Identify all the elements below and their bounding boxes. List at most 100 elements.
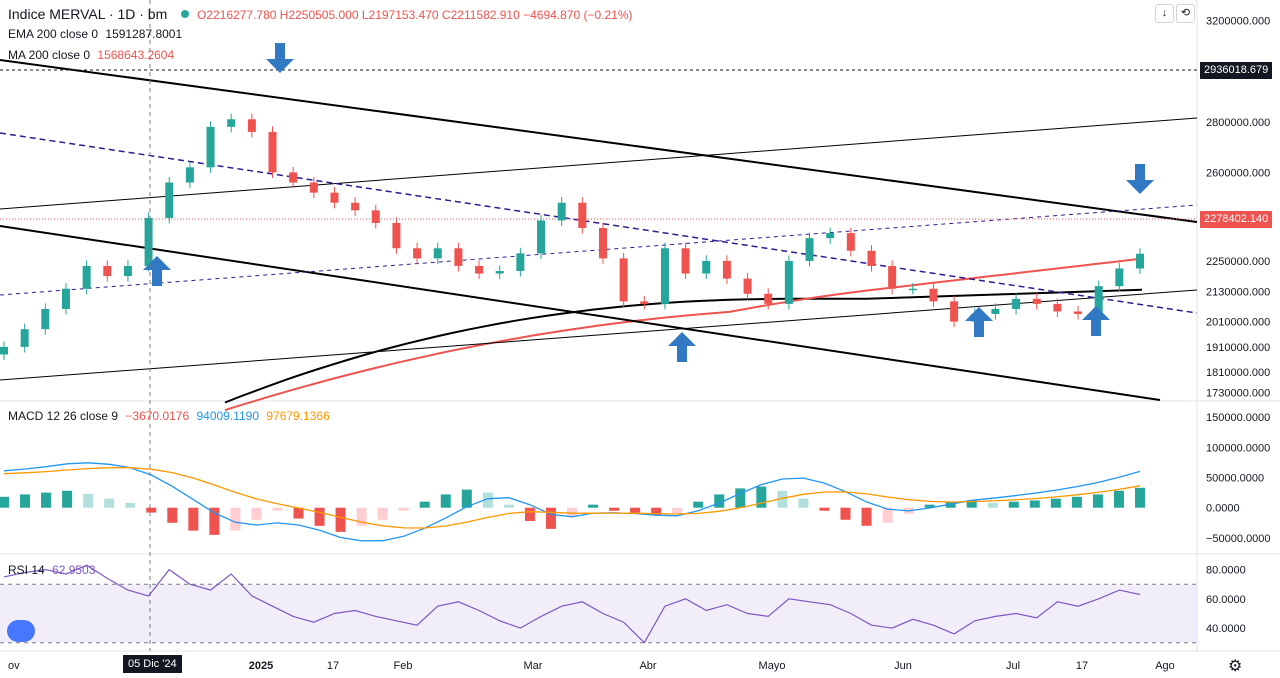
macd-histogram-bar bbox=[545, 507, 556, 529]
candle bbox=[702, 260, 711, 274]
ma-label: MA 200 close 0 bbox=[8, 48, 91, 62]
macd-histogram-bar bbox=[146, 507, 157, 513]
macd-histogram-bar bbox=[125, 502, 136, 508]
candle bbox=[867, 250, 876, 266]
price-tick-label: 2250000.000 bbox=[1206, 256, 1270, 268]
macd-histogram-bar bbox=[756, 486, 767, 508]
macd-histogram-bar bbox=[419, 501, 430, 508]
time-tick-label: Jun bbox=[894, 660, 912, 672]
candle bbox=[598, 228, 607, 259]
arrow-up-icon bbox=[143, 256, 171, 286]
price-tag-horizontal-line: 2936018.679 bbox=[1200, 62, 1273, 79]
crosshair-date-tag: 05 Dic '24 bbox=[123, 655, 182, 673]
candle bbox=[82, 265, 91, 289]
candle bbox=[991, 308, 1000, 315]
candle bbox=[950, 301, 959, 322]
ema-legend[interactable]: EMA 200 close 0 1591287.8001 bbox=[8, 27, 186, 41]
rsi-tick-label: 80.0000 bbox=[1206, 565, 1246, 577]
macd-histogram-bar bbox=[314, 507, 325, 526]
macd-histogram-bar bbox=[1050, 498, 1061, 508]
macd-histogram-bar bbox=[672, 507, 683, 514]
candle bbox=[413, 248, 422, 259]
rsi-line bbox=[3, 564, 1141, 644]
macd-histogram-bar bbox=[209, 507, 220, 535]
candle bbox=[908, 288, 917, 291]
macd-histogram-bar bbox=[461, 489, 472, 508]
rsi-tick-label: 40.0000 bbox=[1206, 623, 1246, 635]
macd-histogram-bar bbox=[356, 507, 367, 526]
time-tick-label: Ago bbox=[1155, 660, 1175, 672]
symbol-title[interactable]: Indice MERVAL · 1D · bm bbox=[8, 6, 168, 22]
time-tick-label: 2025 bbox=[249, 660, 273, 672]
time-tick-label: 17 bbox=[327, 660, 339, 672]
candle bbox=[888, 265, 897, 289]
ema-value: 1591287.8001 bbox=[105, 27, 183, 41]
signal-line bbox=[3, 467, 1141, 529]
candle bbox=[41, 308, 50, 330]
macd-histogram-bar bbox=[777, 490, 788, 508]
candle bbox=[309, 182, 318, 193]
candle bbox=[537, 220, 546, 254]
dashed-channel-upper bbox=[0, 132, 1198, 314]
time-tick-label: Mar bbox=[524, 660, 543, 672]
macd-histogram-bar bbox=[609, 507, 620, 511]
price-tick-label: 2800000.000 bbox=[1206, 117, 1270, 129]
macd-histogram-bar bbox=[230, 507, 241, 531]
candle bbox=[1053, 303, 1062, 312]
gear-icon[interactable]: ⚙ bbox=[1228, 658, 1243, 675]
macd-histogram-bar bbox=[630, 507, 641, 513]
price-tick-label: 1910000.000 bbox=[1206, 342, 1270, 354]
candle bbox=[227, 119, 236, 127]
candle bbox=[1136, 253, 1144, 269]
price-tick-label: 2600000.000 bbox=[1206, 167, 1270, 179]
macd-histogram-bar bbox=[735, 488, 746, 508]
ma-200-line bbox=[224, 257, 1143, 412]
macd-histogram-bar bbox=[0, 496, 9, 508]
candle bbox=[1012, 298, 1021, 309]
tradingview-logo-icon[interactable] bbox=[7, 620, 35, 642]
macd-histogram-bar bbox=[335, 507, 346, 532]
macd-legend[interactable]: MACD 12 26 close 9 −3670.0176 94009.1190… bbox=[8, 409, 334, 423]
candle bbox=[764, 293, 773, 304]
candle bbox=[826, 233, 835, 239]
macd-histogram-bar bbox=[20, 494, 31, 508]
candle bbox=[247, 119, 256, 132]
macd-histogram-bar bbox=[819, 507, 830, 511]
candle bbox=[495, 271, 504, 274]
candle bbox=[681, 248, 690, 274]
macd-histogram-bar bbox=[83, 493, 94, 508]
arrow-down-icon bbox=[1126, 164, 1154, 194]
rsi-legend[interactable]: RSI 14 62.9503 bbox=[8, 563, 99, 577]
macd-histogram-bar bbox=[293, 507, 304, 519]
ma-legend[interactable]: MA 200 close 0 1568643.2604 bbox=[8, 48, 178, 62]
candle bbox=[846, 233, 855, 251]
download-icon[interactable]: ↓ bbox=[1155, 4, 1174, 23]
macd-histogram-bar bbox=[987, 502, 998, 508]
candle bbox=[1032, 298, 1041, 304]
macd-histogram-bar bbox=[482, 492, 493, 508]
time-tick-label: Feb bbox=[394, 660, 413, 672]
price-tag-last: 2278402.140 bbox=[1200, 211, 1273, 228]
reset-icon[interactable]: ⟲ bbox=[1176, 4, 1195, 23]
macd-signal-value: 97679.1366 bbox=[266, 409, 330, 423]
candle bbox=[61, 288, 70, 309]
ohlc-values: O2216277.780 H2250505.000 L2197153.470 C… bbox=[197, 8, 633, 22]
macd-histogram-bar bbox=[62, 490, 73, 508]
macd-histogram-bar bbox=[588, 504, 599, 508]
candle bbox=[433, 248, 442, 259]
time-tick-label: Mayo bbox=[759, 660, 786, 672]
candle bbox=[454, 248, 463, 266]
macd-histogram-bar bbox=[377, 507, 388, 520]
candle bbox=[185, 167, 194, 183]
candle bbox=[784, 260, 793, 304]
macd-histogram-bar bbox=[167, 507, 178, 523]
macd-histogram-bar bbox=[861, 507, 872, 526]
price-tick-label: 3200000.000 bbox=[1206, 16, 1270, 28]
candle bbox=[1094, 286, 1103, 315]
candle bbox=[578, 202, 587, 229]
macd-tick-label: 50000.0000 bbox=[1206, 473, 1264, 485]
candle bbox=[268, 131, 277, 173]
macd-histogram-bar bbox=[924, 504, 935, 508]
